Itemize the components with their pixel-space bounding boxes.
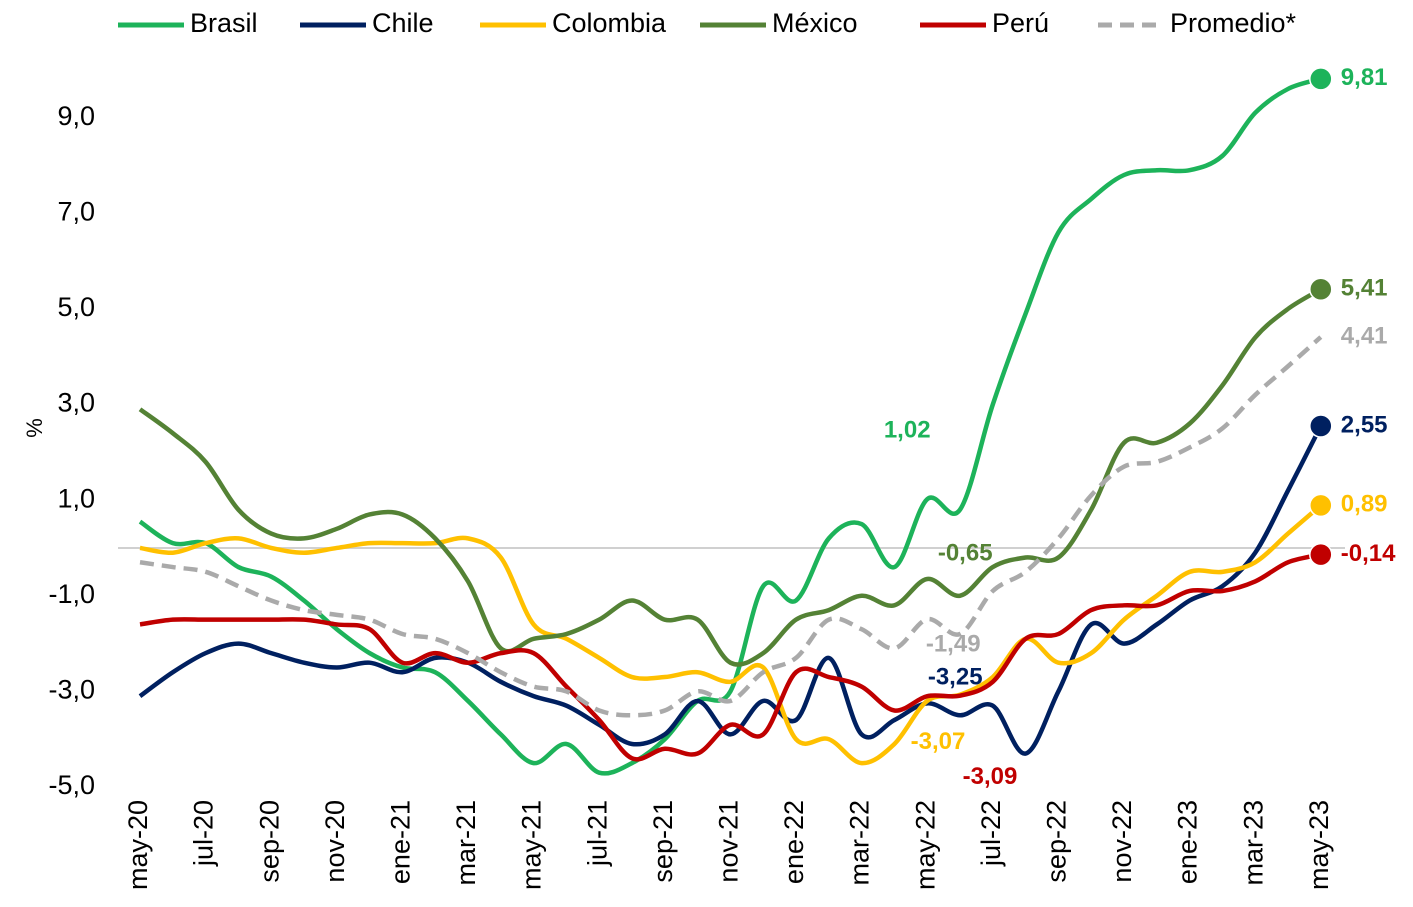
x-tick-label: mar-21 [451,800,481,886]
y-tick-label: 1,0 [57,483,95,513]
legend-label: México [772,8,858,38]
y-tick-label: 9,0 [57,101,95,131]
legend-label: Colombia [552,8,667,38]
data-label: -3,25 [928,664,983,691]
x-tick-label: jul-20 [189,800,219,867]
series-line [139,552,1322,762]
x-tick-label: may-22 [910,800,940,890]
legend-label: Perú [992,8,1049,38]
x-tick-label: mar-23 [1238,800,1268,886]
data-label: -0,14 [1341,540,1396,567]
y-tick-label: -3,0 [48,675,95,705]
data-label: 0,89 [1341,491,1388,518]
x-tick-label: ene-22 [779,800,809,884]
data-label: -0,65 [938,539,993,566]
end-marker [1309,542,1333,567]
x-tick-label: may-20 [123,800,153,890]
y-tick-label: -5,0 [48,770,95,800]
series-line [139,335,1323,718]
x-tick-label: nov-20 [320,800,350,883]
x-tick-label: jul-21 [582,800,612,867]
x-tick-label: mar-22 [845,800,875,886]
series-line [138,76,1322,776]
x-tick-label: sep-20 [254,800,284,883]
data-label: -3,07 [911,728,966,755]
legend-label: Promedio* [1170,8,1297,38]
data-label: 4,41 [1341,322,1388,349]
x-tick-label: nov-22 [1107,800,1137,883]
y-tick-label: 7,0 [57,196,95,226]
y-tick-label: 3,0 [57,388,95,418]
end-marker [1309,277,1333,302]
data-label: 1,02 [884,417,931,444]
legend-label: Brasil [190,8,258,38]
series-line [138,287,1322,667]
series-line [139,503,1323,766]
x-tick-label: jul-22 [976,800,1006,867]
x-tick-label: sep-22 [1042,800,1072,883]
x-tick-label: ene-23 [1173,800,1203,884]
x-tick-label: ene-21 [386,800,416,884]
legend-label: Chile [372,8,434,38]
x-tick-label: sep-21 [648,800,678,883]
x-tick-label: may-21 [517,800,547,890]
end-marker [1309,414,1333,438]
data-label: -3,09 [963,763,1018,790]
end-marker [1309,67,1333,91]
data-label: 2,55 [1341,411,1388,438]
x-tick-label: may-23 [1304,800,1334,890]
end-marker [1309,493,1333,518]
data-label: -1,49 [926,631,981,658]
series-line [138,424,1323,756]
x-tick-label: nov-21 [714,800,744,883]
data-label: 5,41 [1341,275,1388,302]
y-tick-label: 5,0 [57,292,95,322]
y-axis-label: % [22,418,47,438]
data-label: 9,81 [1341,64,1388,91]
y-tick-label: -1,0 [48,579,95,609]
